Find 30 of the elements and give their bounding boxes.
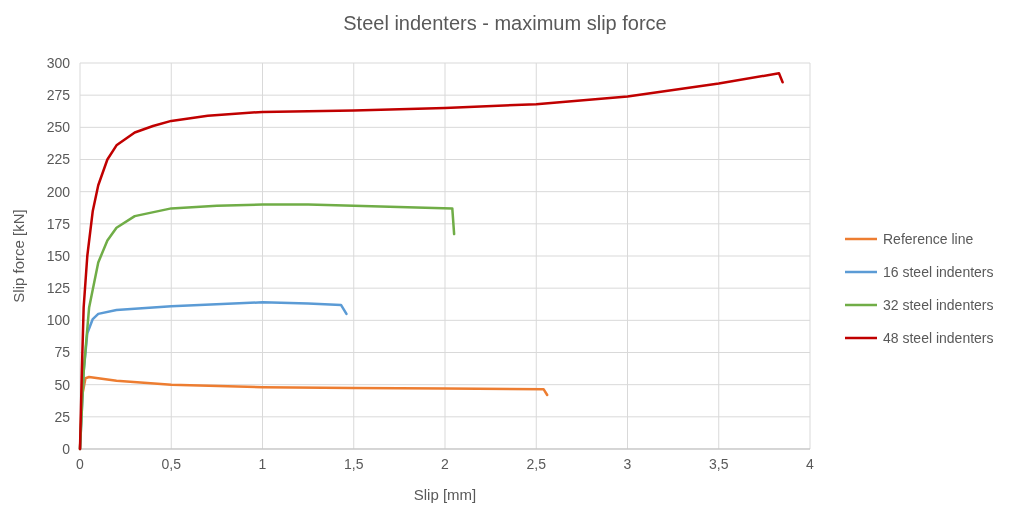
y-tick-label: 250 <box>46 119 71 136</box>
y-tick-label: 100 <box>46 312 71 329</box>
x-tick-label: 0 <box>76 456 85 472</box>
legend-label: 32 steel indenters <box>883 296 994 313</box>
legend-label: Reference line <box>883 230 974 247</box>
y-tick-label: 225 <box>46 151 71 168</box>
y-tick-label: 50 <box>54 376 71 393</box>
x-tick-label: 3,5 <box>709 456 729 472</box>
y-axis-title: Slip force [kN] <box>10 209 27 303</box>
x-tick-label: 0,5 <box>161 456 182 472</box>
legend-label: 48 steel indenters <box>883 329 994 346</box>
x-tick-label: 1 <box>258 456 267 472</box>
y-tick-label: 150 <box>46 247 71 264</box>
legend-label: 16 steel indenters <box>883 263 994 280</box>
y-tick-label: 75 <box>54 344 71 361</box>
line-series <box>78 72 784 451</box>
y-tick-label: 0 <box>62 440 71 457</box>
x-tick-label: 2,5 <box>526 456 547 472</box>
y-tick-label: 200 <box>46 183 71 200</box>
y-tick-label: 275 <box>46 87 71 104</box>
y-tick-label: 25 <box>54 408 71 425</box>
x-axis-title: Slip [mm] <box>413 486 477 503</box>
x-tick-label: 4 <box>806 456 815 472</box>
x-tick-label: 3 <box>623 456 632 472</box>
y-tick-label: 300 <box>46 54 71 71</box>
y-tick-label: 175 <box>46 215 71 232</box>
x-tick-label: 2 <box>441 456 450 472</box>
y-tick-label: 125 <box>46 280 71 297</box>
x-tick-label: 1,5 <box>344 456 364 472</box>
chart-title: Steel indenters - maximum slip force <box>343 12 667 34</box>
